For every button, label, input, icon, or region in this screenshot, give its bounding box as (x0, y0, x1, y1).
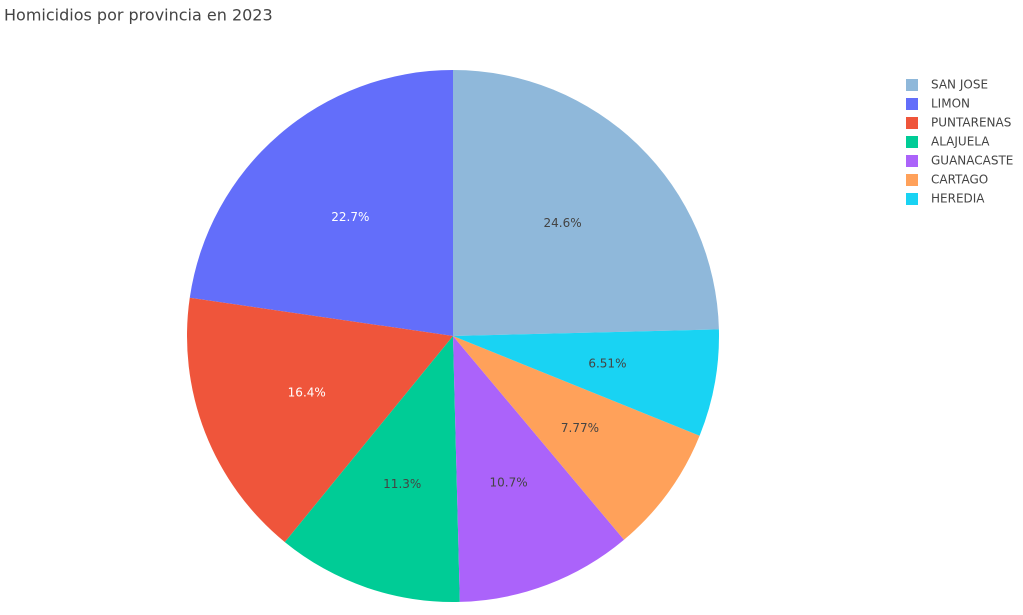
slice-label: 10.7% (490, 475, 528, 489)
slice-label: 11.3% (383, 477, 421, 491)
pie-slice (453, 336, 624, 602)
slice-label: 24.6% (544, 216, 582, 230)
pie-slice (453, 329, 719, 436)
legend-swatch (906, 79, 918, 91)
legend-swatch (906, 155, 918, 167)
pie-slice (189, 69, 453, 336)
legend-swatch (906, 98, 918, 110)
legend-swatch (906, 117, 918, 129)
legend-swatch (906, 174, 918, 186)
pie-slice (187, 297, 454, 543)
legend-label: LIMON (931, 97, 970, 111)
legend-label: ALAJUELA (931, 135, 990, 149)
slice-label: 16.4% (288, 385, 326, 399)
slice-label: 22.7% (331, 210, 369, 224)
pie-slice (453, 336, 700, 540)
legend-label: CARTAGO (931, 173, 988, 187)
pie-slice (453, 70, 719, 336)
legend-label: SAN JOSE (931, 78, 988, 92)
legend-swatch (906, 136, 918, 148)
slice-label: 7.77% (561, 421, 599, 435)
legend-label: PUNTARENAS (931, 116, 1011, 130)
chart-title: Homicidios por provincia en 2023 (4, 6, 273, 25)
legend-label: GUANACASTE (931, 154, 1013, 168)
legend-label: HEREDIA (931, 192, 985, 206)
pie-slice (284, 336, 460, 602)
slice-label: 6.51% (588, 357, 626, 371)
legend-swatch (906, 193, 918, 205)
